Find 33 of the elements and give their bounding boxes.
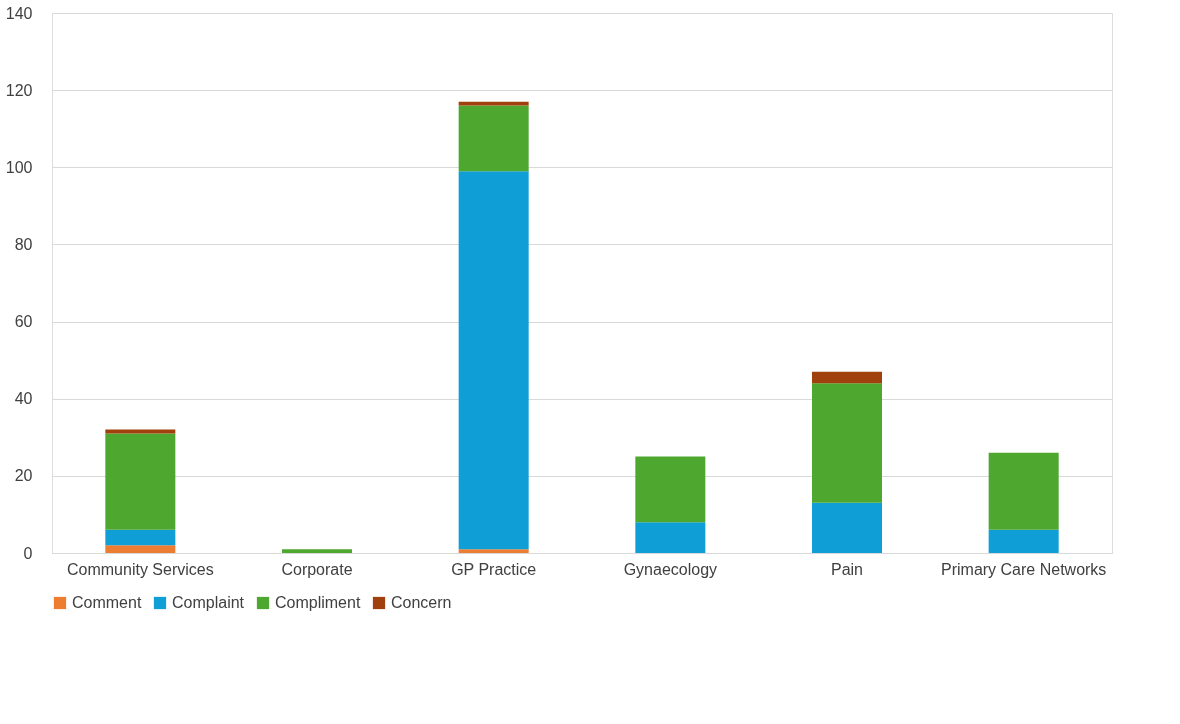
- y-tick-label: 60: [14, 313, 33, 331]
- bar: [105, 433, 176, 530]
- legend-label: Compliment: [275, 594, 361, 611]
- x-tick-label: Gynaecology: [623, 560, 718, 578]
- bar: [635, 522, 706, 553]
- bar: [812, 371, 882, 384]
- bar: [458, 171, 529, 550]
- legend-label: Concern: [391, 594, 452, 611]
- x-tick-label: Primary Care Networks: [940, 560, 1107, 578]
- bar: [458, 549, 529, 553]
- bar: [635, 456, 706, 523]
- bar: [988, 452, 1059, 530]
- bar: [458, 101, 529, 106]
- bar: [812, 383, 882, 503]
- x-tick-label: Corporate: [281, 560, 353, 578]
- bar: [105, 529, 176, 546]
- bar: [458, 105, 529, 172]
- bar: [988, 529, 1059, 553]
- x-tick-label: GP Practice: [451, 560, 537, 578]
- y-tick-label: 120: [5, 81, 33, 99]
- x-tick-label: Pain: [830, 560, 864, 578]
- bar: [282, 549, 352, 553]
- y-tick-label: 80: [14, 235, 33, 253]
- x-tick-label: Community Services: [66, 560, 214, 578]
- y-tick-label: 140: [5, 4, 33, 22]
- legend-label: Comment: [72, 594, 142, 611]
- y-tick-label: 0: [23, 544, 33, 562]
- y-tick-label: 100: [5, 158, 33, 176]
- y-tick-label: 40: [14, 390, 33, 408]
- bar: [812, 502, 882, 553]
- bar: [105, 545, 176, 553]
- y-tick-label: 20: [14, 467, 33, 485]
- legend-label: Complaint: [172, 594, 245, 611]
